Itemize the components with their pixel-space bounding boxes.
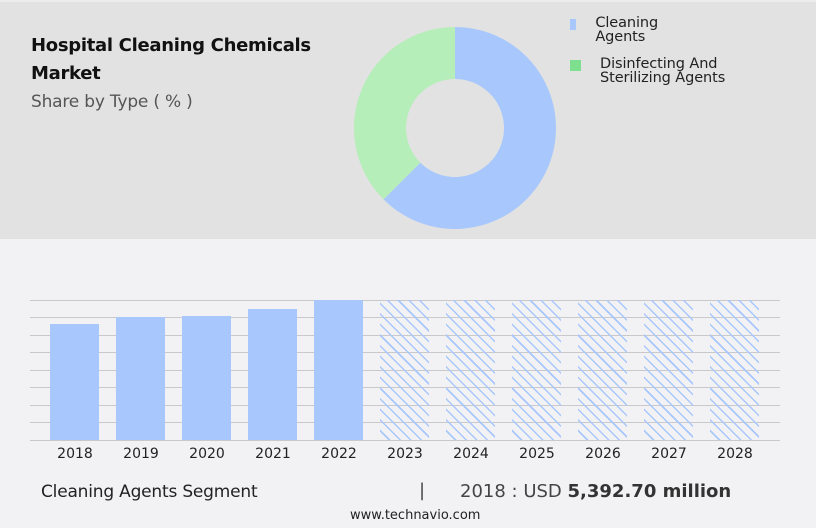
segment-label: Cleaning Agents Segment — [41, 482, 258, 502]
bar-2018[interactable] — [50, 324, 99, 440]
donut-slice-disinfecting-agents[interactable] — [354, 27, 455, 200]
bar-2021[interactable] — [248, 309, 297, 440]
x-tick-label: 2018 — [57, 446, 93, 462]
x-tick-label: 2027 — [651, 446, 687, 462]
chart-title: Hospital Cleaning Chemicals Market — [31, 35, 311, 84]
x-tick-label: 2026 — [585, 446, 621, 462]
x-tick-label: 2028 — [717, 446, 753, 462]
bar-2024[interactable] — [446, 300, 495, 440]
legend-item-cleaning-agents[interactable]: Cleaning Agents — [570, 14, 663, 44]
x-tick-label: 2021 — [255, 446, 291, 462]
x-tick-label: 2025 — [519, 446, 555, 462]
source-link[interactable]: www.technavio.com — [350, 508, 481, 523]
segment-value-amount: 5,392.70 million — [567, 481, 732, 502]
legend-swatch-icon — [570, 19, 577, 30]
legend-label: Disinfecting And Sterilizing Agents — [600, 56, 726, 86]
x-tick-label: 2022 — [321, 446, 357, 462]
x-tick-label: 2024 — [453, 446, 489, 462]
donut-chart — [354, 27, 556, 229]
donut-slices — [354, 27, 556, 229]
bar-chart: 2018 2019 2020 2021 2022 2023 2024 2025 2026 2027… — [0, 290, 816, 470]
bar-2023[interactable] — [380, 300, 429, 440]
bar-2019[interactable] — [116, 317, 165, 440]
bar-2028[interactable] — [710, 300, 759, 440]
legend-item-disinfecting-agents[interactable]: Disinfecting And Sterilizing Agents — [570, 55, 750, 85]
bar-2022[interactable] — [314, 300, 363, 440]
x-tick-label: 2023 — [387, 446, 423, 462]
bar-2020[interactable] — [182, 316, 231, 440]
donut-slice-cleaning-agents[interactable] — [383, 27, 556, 229]
segment-value-prefix: 2018 : USD — [460, 481, 562, 502]
segment-value: 2018 : USD 5,392.70 million — [460, 481, 731, 502]
bar-2025[interactable] — [512, 300, 561, 440]
legend-swatch-icon — [570, 60, 581, 71]
x-tick-label: 2020 — [189, 446, 225, 462]
legend-label: Cleaning Agents — [595, 15, 659, 45]
bar-2026[interactable] — [578, 300, 627, 440]
chart-subtitle: Share by Type ( % ) — [31, 92, 193, 112]
gridline — [30, 440, 780, 441]
bar-2027[interactable] — [644, 300, 693, 440]
x-tick-label: 2019 — [123, 446, 159, 462]
footer-divider: | — [419, 480, 426, 501]
